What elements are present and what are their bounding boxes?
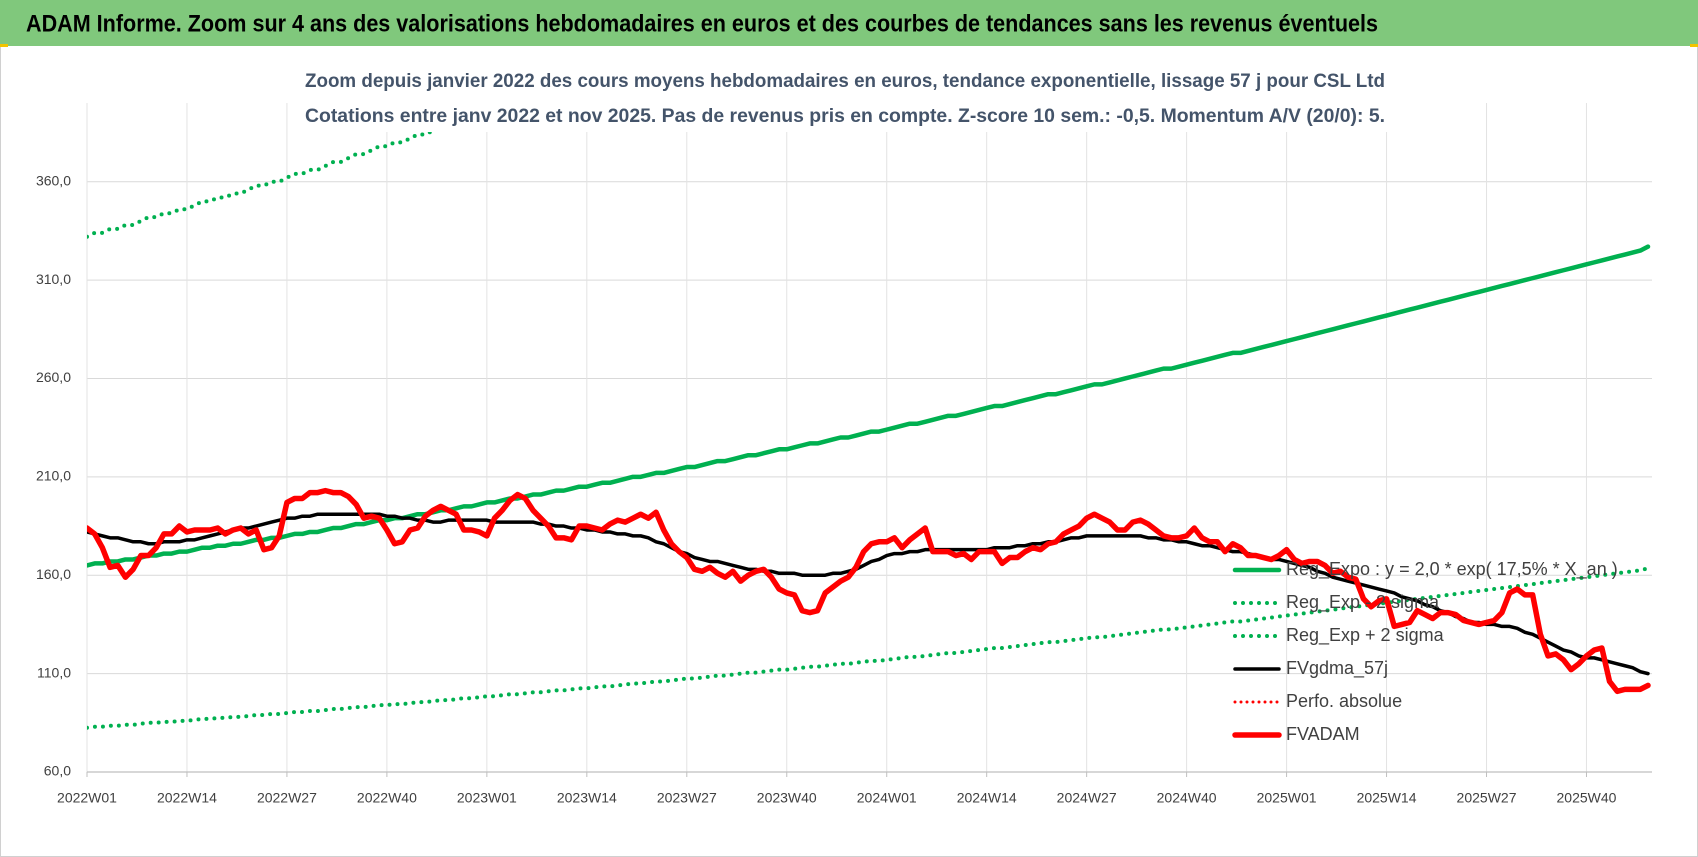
legend-label: Perfo. absolue (1286, 691, 1402, 711)
y-tick-label: 110,0 (37, 664, 71, 680)
x-tick-label: 2022W27 (257, 790, 317, 806)
legend: Reg_Expo : y = 2,0 * exp( 17,5% * X_an )… (1232, 559, 1618, 744)
series-line (87, 566, 1650, 730)
title-box (303, 66, 1392, 132)
x-tick-label: 2023W01 (457, 790, 517, 806)
x-tick-label: 2022W14 (157, 790, 217, 806)
chart-title: Zoom depuis janvier 2022 des cours moyen… (305, 71, 1385, 92)
series-line (87, 103, 523, 239)
legend-label: FVgdma_57j (1286, 658, 1388, 679)
x-tick-label: 2023W40 (757, 790, 817, 806)
x-tick-label: 2023W27 (657, 790, 717, 806)
x-tick-label: 2022W01 (57, 790, 117, 806)
x-tick-label: 2025W14 (1357, 790, 1417, 806)
legend-label: Reg_Exp - 2 sigma (1286, 592, 1440, 613)
x-tick-label: 2023W14 (557, 790, 617, 806)
corner-mark (1690, 44, 1698, 47)
series-line (87, 512, 1650, 676)
y-tick-label: 260,0 (36, 369, 71, 385)
x-tick-label: 2024W40 (1157, 790, 1217, 806)
series-line (87, 244, 1651, 568)
y-tick-label: 210,0 (36, 468, 71, 484)
legend-label: FVADAM (1286, 724, 1360, 744)
x-tick-label: 2024W27 (1057, 790, 1117, 806)
chart-subtitle: Cotations entre janv 2022 et nov 2025. P… (305, 106, 1385, 127)
y-tick-label: 160,0 (36, 566, 71, 582)
plot-lines (87, 103, 1651, 730)
x-tick-label: 2025W40 (1557, 790, 1617, 806)
legend-label: Reg_Exp + 2 sigma (1286, 625, 1445, 646)
x-tick-label: 2022W40 (357, 790, 417, 806)
x-tick-label: 2025W27 (1457, 790, 1517, 806)
series-line (87, 487, 1651, 695)
y-tick-label: 360,0 (36, 172, 71, 188)
y-tick-label: 60,0 (44, 763, 71, 779)
x-tick-label: 2024W01 (857, 790, 917, 806)
header-title: ADAM Informe. Zoom sur 4 ans des valoris… (26, 10, 1378, 37)
x-tick-label: 2024W14 (957, 790, 1017, 806)
header-bar (0, 0, 1698, 46)
y-tick-label: 310,0 (36, 271, 71, 287)
corner-mark (0, 44, 8, 47)
legend-label: Reg_Expo : y = 2,0 * exp( 17,5% * X_an ) (1286, 559, 1618, 580)
grid: 60,0 110,0 160,0 210,0 260,0 310,0 360,0 2022W0… (36, 103, 1652, 806)
x-tick-label: 2025W01 (1257, 790, 1317, 806)
